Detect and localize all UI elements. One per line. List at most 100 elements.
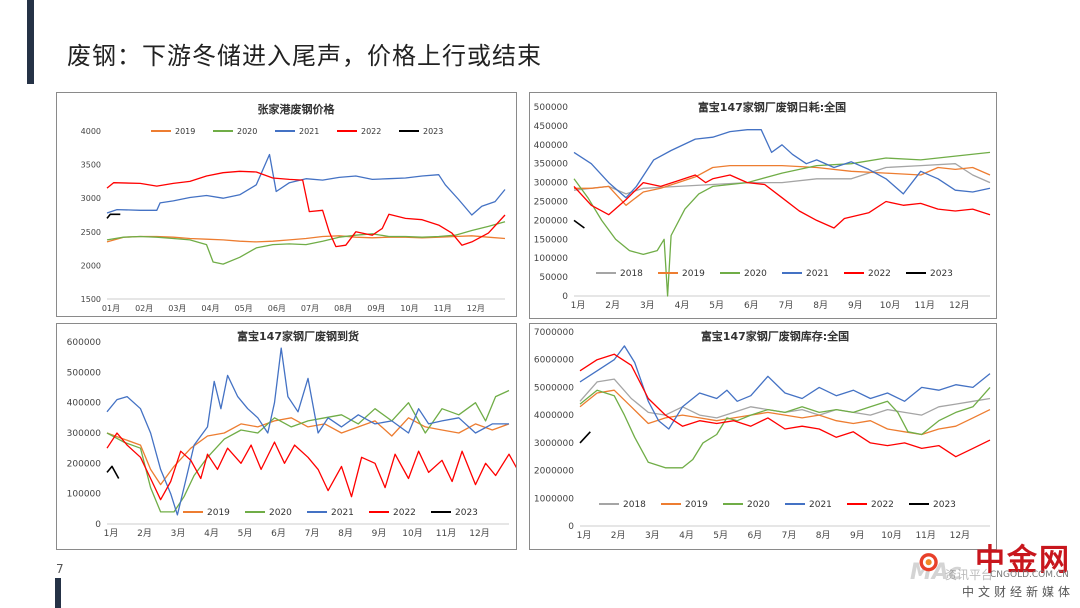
y-tick-label: 0	[95, 520, 101, 530]
series-line-2021	[573, 129, 991, 199]
legend-label-2018: 2018	[620, 269, 643, 279]
legend-label-2019: 2019	[175, 127, 195, 136]
x-tick-label: 1月	[577, 530, 592, 541]
series-line-2023	[106, 213, 121, 219]
x-tick-label: 11月	[436, 528, 456, 539]
y-tick-label: 3000	[81, 194, 101, 203]
x-tick-label: 6月	[271, 528, 286, 539]
chart-panel-inventory: 富宝147家钢厂废钢库存:全国 0 1000000 2000000 3000000 400…	[529, 323, 997, 550]
x-tick-label: 04月	[201, 304, 219, 313]
series-line-2020	[573, 151, 991, 297]
y-tick-label: 100000	[534, 254, 569, 264]
y-tick-label: 350000	[534, 160, 569, 170]
x-tick-label: 7月	[779, 300, 794, 311]
chart-panel-zjg-price: 张家港废钢价格 1500 2000 2500 3000 3500 4000 01月 02月 03月…	[56, 92, 517, 317]
x-tick-label: 12月	[469, 528, 489, 539]
x-tick-label: 6月	[747, 530, 762, 541]
x-tick-label: 8月	[816, 530, 831, 541]
legend-label-2020: 2020	[269, 508, 292, 518]
x-tick-label: 1月	[104, 528, 119, 539]
x-tick-label: 7月	[305, 528, 320, 539]
y-tick-label: 400000	[534, 141, 569, 151]
y-tick-label: 200000	[534, 216, 569, 226]
x-tick-label: 6月	[744, 300, 759, 311]
y-tick-label: 4000	[81, 127, 101, 136]
x-tick-label: 11月	[434, 304, 452, 313]
chart-zjg-scrap-price: 张家港废钢价格 1500 2000 2500 3000 3500 4000 01月 02月 03月…	[81, 102, 506, 313]
chart-panel-arrival: 富宝147家钢厂废钢到货 0 100000 200000 300000 400000 500…	[56, 323, 517, 550]
series-line-2022	[573, 174, 991, 229]
chart-title: 富宝147家钢厂废钢日耗:全国	[698, 100, 846, 114]
series-line-2019	[106, 417, 510, 486]
logo-subtitle: 中文财经新媒体	[962, 585, 1075, 599]
legend-label-2022: 2022	[868, 269, 891, 279]
series-line-2019	[574, 164, 991, 206]
legend-label-2018: 2018	[623, 500, 646, 510]
x-tick-label: 10月	[402, 528, 422, 539]
chart-daily-consumption: 富宝147家钢厂废钢日耗:全国 0 50000 100000 150000 200000 2…	[534, 100, 991, 311]
y-tick-label: 1000000	[534, 494, 574, 504]
legend-label-2022: 2022	[361, 127, 381, 136]
series-line-2023	[106, 465, 120, 479]
y-tick-label: 0	[562, 292, 568, 302]
x-tick-label: 3月	[171, 528, 186, 539]
series-line-2020	[106, 389, 510, 513]
x-tick-label: 4月	[679, 530, 694, 541]
legend-label-2022: 2022	[871, 500, 894, 510]
x-tick-label: 02月	[135, 304, 153, 313]
x-tick-label: 05月	[235, 304, 253, 313]
y-tick-label: 2000	[81, 261, 101, 270]
x-tick-label: 09月	[367, 304, 385, 313]
legend-label-2023: 2023	[930, 269, 953, 279]
x-tick-label: 1月	[571, 300, 586, 311]
y-tick-label: 2000000	[534, 467, 574, 477]
series-line-2021	[106, 347, 509, 516]
series-line-2020	[579, 386, 991, 469]
x-tick-label: 11月	[914, 300, 934, 311]
legend-label-2020: 2020	[744, 269, 767, 279]
y-tick-label: 200000	[67, 459, 102, 469]
accent-bar	[27, 0, 34, 84]
x-tick-label: 5月	[709, 300, 724, 311]
y-tick-label: 500000	[67, 368, 102, 378]
x-tick-label: 8月	[338, 528, 353, 539]
x-tick-label: 12月	[467, 304, 485, 313]
legend-label-2020: 2020	[747, 500, 770, 510]
x-tick-label: 4月	[204, 528, 219, 539]
x-tick-label: 2月	[137, 528, 152, 539]
y-tick-label: 450000	[534, 122, 569, 132]
legend-label-2023: 2023	[455, 508, 478, 518]
legend-label-2023: 2023	[933, 500, 956, 510]
legend-label-2019: 2019	[682, 269, 705, 279]
series-line-2023	[579, 431, 591, 444]
y-tick-label: 5000000	[534, 383, 574, 393]
x-tick-label: 7月	[782, 530, 797, 541]
legend-label-2021: 2021	[331, 508, 354, 518]
y-tick-label: 2500	[81, 228, 101, 237]
x-tick-label: 01月	[102, 304, 120, 313]
logo-text: 中金网	[975, 543, 1071, 578]
chart-scrap-arrival: 富宝147家钢厂废钢到货 0 100000 200000 300000 400000 500…	[67, 329, 516, 539]
y-tick-label: 500000	[534, 103, 569, 113]
chart-title: 富宝147家钢厂废钢到货	[237, 329, 359, 343]
y-tick-label: 3500	[81, 161, 101, 170]
x-tick-label: 07月	[301, 304, 319, 313]
x-tick-label: 9月	[850, 530, 865, 541]
x-tick-label: 5月	[713, 530, 728, 541]
x-tick-label: 08月	[334, 304, 352, 313]
series-line-2021	[579, 345, 991, 430]
x-tick-label: 10月	[881, 530, 901, 541]
x-tick-label: 9月	[848, 300, 863, 311]
y-tick-label: 250000	[534, 198, 569, 208]
x-tick-label: 10月	[880, 300, 900, 311]
y-tick-label: 50000	[539, 273, 568, 283]
series-line-2022	[579, 353, 991, 458]
x-tick-label: 4月	[675, 300, 690, 311]
legend-label-2023: 2023	[423, 127, 443, 136]
x-tick-label: 9月	[372, 528, 387, 539]
series-line-2021	[106, 153, 506, 216]
chart-scrap-inventory: 富宝147家钢厂废钢库存:全国 0 1000000 2000000 3000000 400…	[534, 328, 991, 541]
legend-label-2021: 2021	[809, 500, 832, 510]
y-tick-label: 150000	[534, 235, 569, 245]
y-tick-label: 7000000	[534, 328, 574, 338]
